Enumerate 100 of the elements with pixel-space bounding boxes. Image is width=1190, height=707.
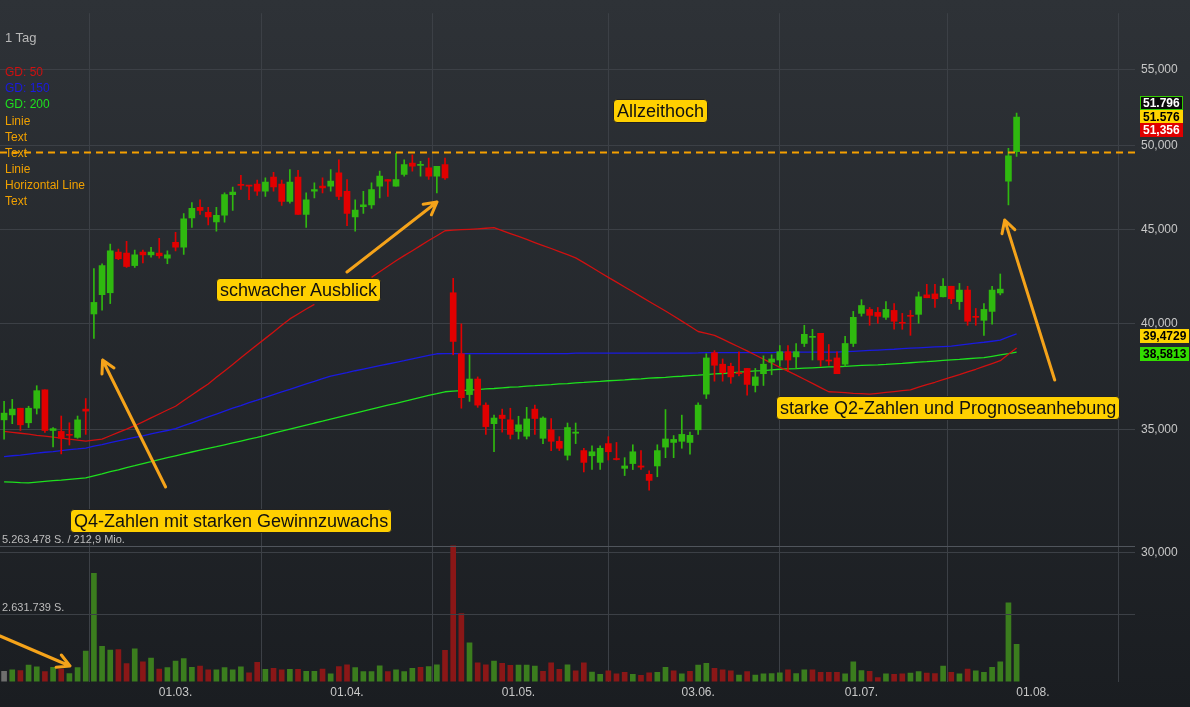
x-tick-label: 01.03.: [158, 685, 193, 700]
bar: [597, 674, 603, 682]
bar: [336, 666, 342, 682]
x-tick-label: 01.05.: [501, 685, 536, 700]
bar: [376, 665, 383, 682]
bar: [303, 670, 310, 682]
bar: [99, 645, 105, 682]
candlestick: [996, 273, 1004, 296]
bar: [972, 670, 979, 682]
bar: [205, 669, 212, 682]
bar: [82, 650, 89, 682]
candlestick: [351, 199, 359, 232]
bar: [189, 667, 195, 682]
candlestick: [155, 237, 163, 259]
bar: [629, 674, 636, 682]
bar: [148, 657, 154, 682]
y-tick-label: 30,000: [1141, 545, 1179, 560]
annotation: Text: [5, 194, 28, 208]
annotation: Text: [5, 130, 28, 144]
x-tick-label: 01.04.: [330, 685, 364, 700]
bar: [540, 670, 546, 682]
bar: [385, 671, 391, 682]
candlestick: [898, 313, 906, 330]
bar: [532, 665, 538, 682]
bar: [491, 660, 497, 682]
bar: [752, 674, 759, 682]
bar: [605, 670, 612, 682]
bar: [638, 675, 644, 682]
bar: [523, 664, 530, 682]
text: 51.576: [1140, 110, 1183, 124]
bar: [344, 664, 350, 682]
bar: [801, 669, 808, 682]
bar: [793, 673, 799, 682]
y-tick-label: 55,000: [1141, 61, 1179, 76]
bar: [1, 670, 7, 682]
candlestick: [237, 175, 245, 190]
candlestick: [49, 427, 57, 448]
bar: [42, 671, 48, 682]
bar: [140, 661, 146, 682]
annotation: Text: [5, 146, 28, 160]
bar: [33, 666, 40, 682]
annotation: Linie: [5, 162, 31, 176]
bar: [483, 664, 489, 682]
candlestick: [588, 445, 596, 470]
x-tick-label: 01.07.: [844, 685, 879, 700]
bar: [923, 672, 930, 682]
bar: [899, 673, 906, 682]
candlestick: [498, 408, 506, 433]
bar: [442, 650, 448, 682]
bar: [989, 667, 995, 682]
y-tick-label: 45,000: [1141, 221, 1179, 236]
text: GD: 150: [5, 81, 51, 96]
x-tick-label: 03.06.: [681, 685, 715, 700]
bar: [238, 666, 244, 682]
bar: [874, 677, 881, 682]
bar: [474, 662, 481, 682]
bar: [776, 672, 783, 682]
text: GD: 200: [5, 97, 51, 112]
bar: [948, 672, 955, 682]
candlestick: [196, 199, 204, 215]
text: 1 Tag: [5, 30, 37, 45]
y-tick-label: 40,000: [1141, 315, 1179, 330]
bar: [450, 545, 457, 682]
bar: [695, 664, 701, 682]
bar: [58, 668, 65, 682]
bar: [327, 673, 334, 682]
bar: [548, 662, 554, 682]
bar: [499, 662, 506, 682]
annotation: Allzeithoch: [613, 99, 709, 123]
bar: [646, 672, 652, 682]
annotation: Linie: [5, 114, 31, 128]
bar: [434, 664, 440, 682]
bar: [940, 665, 946, 682]
bar: [131, 648, 138, 682]
bar: [581, 662, 587, 682]
bar: [180, 658, 187, 682]
bar: [883, 673, 889, 682]
annotation: Horizontal Line: [5, 178, 86, 192]
bar: [834, 672, 840, 682]
bar: [736, 674, 742, 682]
candlestick: [792, 343, 800, 369]
annotation: schwacher Ausblick: [216, 278, 382, 302]
bar: [107, 649, 114, 682]
bar: [9, 669, 16, 682]
candlestick: [245, 184, 253, 201]
text: 38,5813: [1140, 347, 1190, 361]
bar: [197, 665, 203, 682]
annotation: starke Q2-Zahlen und Prognoseanhebung: [776, 396, 1121, 420]
bar: [254, 662, 261, 682]
ref-line-label: 5.263.478 S. / 212,9 Mio.: [2, 533, 125, 546]
bar: [842, 673, 848, 682]
bar: [295, 668, 301, 682]
bar: [825, 672, 832, 682]
bar: [401, 671, 408, 682]
candlestick: [392, 152, 400, 187]
bar: [997, 661, 1004, 682]
y-tick-label: 35,000: [1141, 422, 1179, 437]
bar: [932, 673, 938, 682]
bar: [785, 669, 791, 682]
bar: [278, 669, 285, 682]
